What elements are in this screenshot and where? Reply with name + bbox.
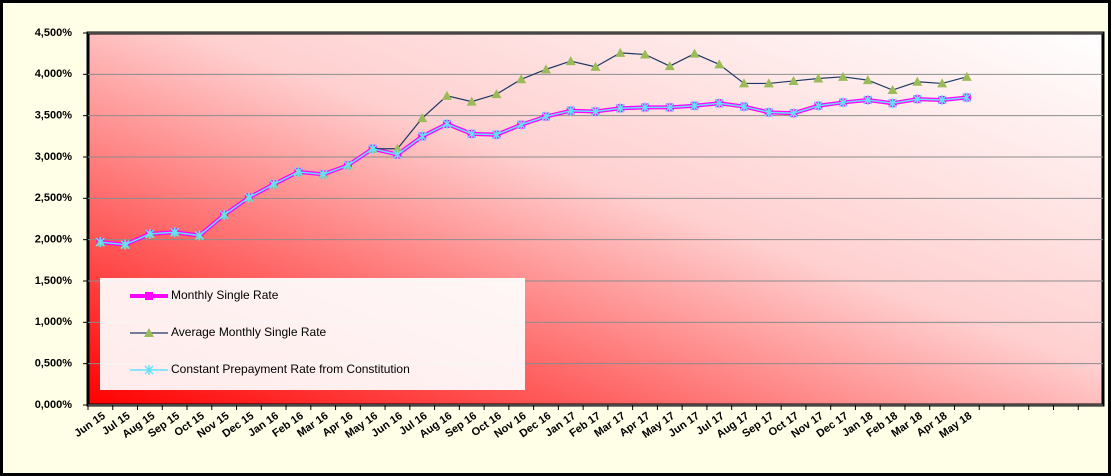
y-tick-label: 3,000% — [35, 151, 73, 163]
marker — [912, 94, 922, 105]
marker — [888, 98, 898, 109]
marker — [961, 71, 972, 81]
marker — [219, 209, 229, 220]
legend-swatch-marker — [144, 365, 154, 375]
marker — [565, 56, 576, 66]
marker — [541, 111, 551, 122]
marker — [813, 100, 823, 111]
legend: Monthly Single Rate Average Monthly Singl… — [100, 278, 525, 390]
marker — [962, 92, 972, 103]
marker — [615, 47, 626, 57]
marker — [838, 97, 848, 108]
marker — [763, 78, 774, 88]
marker — [244, 192, 254, 203]
marker — [491, 129, 502, 140]
series-line — [100, 96, 967, 246]
marker — [417, 113, 428, 123]
marker — [442, 118, 452, 129]
marker — [318, 169, 328, 180]
marker — [863, 94, 873, 105]
marker — [739, 78, 750, 88]
marker — [912, 76, 923, 86]
marker — [664, 61, 675, 71]
marker — [937, 78, 948, 88]
marker — [441, 90, 452, 100]
marker — [640, 49, 651, 59]
y-tick-label: 2,000% — [35, 234, 73, 246]
y-tick-label: 4,500% — [35, 27, 73, 39]
marker — [764, 107, 774, 118]
marker — [937, 94, 947, 105]
legend-swatch-marker — [145, 292, 153, 300]
marker — [170, 227, 180, 238]
y-tick-label: 0,000% — [35, 399, 73, 411]
marker — [269, 179, 279, 190]
marker — [392, 143, 403, 153]
marker — [516, 74, 527, 84]
y-tick-label: 1,000% — [35, 316, 73, 328]
marker — [566, 105, 576, 116]
marker — [640, 102, 650, 113]
marker — [368, 143, 378, 154]
legend-box — [100, 278, 525, 390]
marker — [417, 131, 427, 142]
marker — [862, 75, 873, 85]
marker — [615, 103, 625, 114]
marker — [516, 119, 526, 130]
marker — [689, 48, 700, 58]
marker — [665, 102, 675, 113]
marker — [194, 230, 204, 241]
marker — [689, 100, 700, 111]
marker — [540, 64, 551, 74]
y-tick-label: 2,500% — [35, 192, 73, 204]
marker — [739, 101, 749, 112]
marker — [466, 96, 477, 106]
marker — [813, 73, 824, 83]
marker — [590, 106, 601, 117]
y-tick-label: 0,500% — [35, 358, 73, 370]
marker — [392, 149, 402, 160]
marker — [887, 85, 898, 95]
marker — [120, 239, 130, 250]
y-tick-label: 1,500% — [35, 275, 73, 287]
y-tick-label: 4,000% — [35, 68, 73, 80]
marker — [467, 128, 477, 139]
y-tick-label: 3,500% — [35, 110, 73, 122]
legend-label: Constant Prepayment Rate from Constituti… — [171, 362, 410, 376]
series-layer — [95, 47, 972, 250]
marker — [590, 61, 601, 71]
marker — [343, 160, 353, 171]
marker — [714, 59, 725, 69]
legend-swatch-marker — [144, 328, 154, 337]
marker — [714, 98, 724, 109]
marker — [95, 237, 105, 248]
legend-label: Average Monthly Single Rate — [171, 325, 327, 339]
marker — [838, 71, 849, 81]
marker — [789, 108, 799, 119]
legend-label: Monthly Single Rate — [171, 288, 279, 302]
marker — [491, 89, 502, 99]
marker — [145, 228, 155, 239]
marker — [788, 75, 799, 85]
grid — [88, 32, 1103, 406]
marker — [293, 166, 303, 177]
